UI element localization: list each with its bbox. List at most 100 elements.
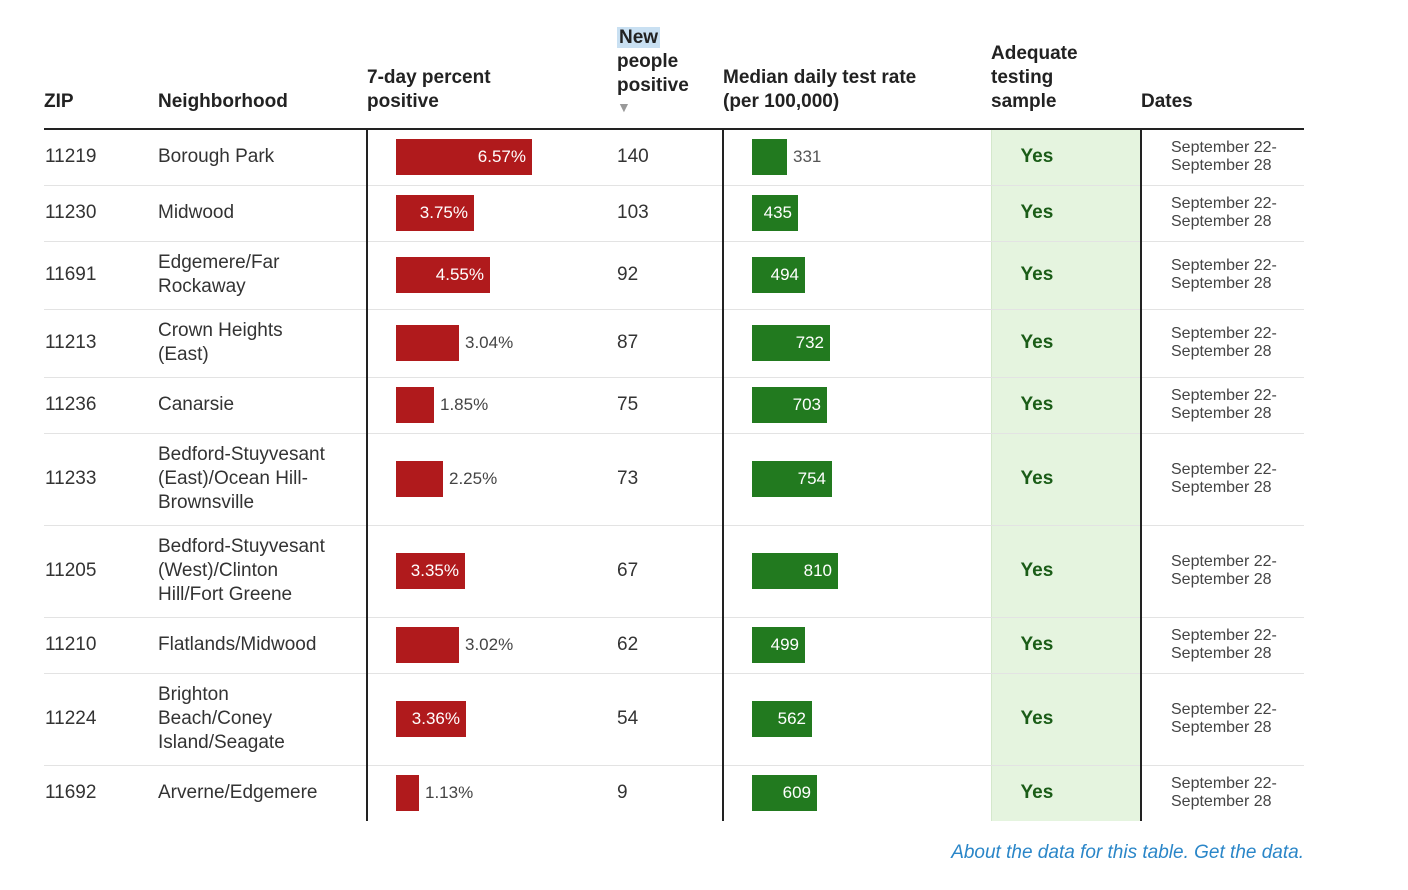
neighborhood-cell: Arverne/Edgemere <box>158 765 367 821</box>
adequate-sample-cell: Yes <box>990 433 1142 526</box>
new-positive-cell: 92 <box>617 241 723 310</box>
date-range-start: September 22- <box>1171 195 1277 212</box>
new-positive-cell: 54 <box>617 673 723 766</box>
sort-descending-icon[interactable]: ▼ <box>617 99 631 115</box>
percent-positive-label: 2.25% <box>449 469 498 488</box>
date-range-start: September 22- <box>1171 387 1277 404</box>
test-rate-cell: 499 <box>722 617 991 674</box>
test-rate-label: 703 <box>792 395 821 414</box>
header-adequate-sample[interactable]: Adequate testing sample <box>991 26 1141 130</box>
about-data-link[interactable]: About the data for this table <box>951 842 1184 863</box>
test-rate-label: 732 <box>795 333 824 352</box>
adequate-sample-cell: Yes <box>990 309 1142 378</box>
neighborhood-line: Canarsie <box>158 394 235 415</box>
percent-positive-label: 3.36% <box>411 709 460 728</box>
header-neighborhood[interactable]: Neighborhood <box>158 26 367 130</box>
dates-cell: September 22- September 28 <box>1141 377 1304 434</box>
test-rate-label: 754 <box>797 469 826 488</box>
test-rate-cell: 435 <box>722 185 991 242</box>
table-footer: About the data for this table. Get the d… <box>951 842 1304 863</box>
dates-cell: September 22- September 28 <box>1141 185 1304 242</box>
percent-positive-cell: 3.02% <box>366 617 617 674</box>
adequate-sample-cell: Yes <box>990 241 1142 310</box>
new-positive-cell: 62 <box>617 617 723 674</box>
table-row: 11236 Canarsie 1.85% 75 703 Yes September 22- S… <box>44 377 1304 434</box>
test-rate-label: 331 <box>793 147 822 167</box>
test-rate-label: 435 <box>763 203 792 222</box>
test-rate-cell: 703 <box>722 377 991 434</box>
table-header-row: ZIP Neighborhood 7-day percent positive N… <box>44 26 1304 130</box>
neighborhood-line: Rockaway <box>158 276 246 297</box>
header-new-people-positive[interactable]: New people positive ▼ <box>617 26 723 130</box>
percent-positive-label: 3.75% <box>419 203 468 222</box>
new-positive-cell: 73 <box>617 433 723 526</box>
percent-positive-label: 3.35% <box>410 561 459 580</box>
test-rate-bar: 494 <box>752 257 805 293</box>
test-rate-bar: 435 <box>752 195 798 231</box>
percent-positive-bar: 3.36% <box>396 701 466 737</box>
test-rate-cell: 494 <box>722 241 991 310</box>
zip-cell: 11691 <box>44 241 158 310</box>
header-percent-positive[interactable]: 7-day percent positive <box>367 26 617 130</box>
covid-zip-table: ZIP Neighborhood 7-day percent positive N… <box>44 26 1304 821</box>
percent-positive-cell: 3.35% <box>366 525 617 618</box>
percent-positive-label: 3.04% <box>465 333 514 352</box>
zip-cell: 11205 <box>44 525 158 618</box>
zip-cell: 11230 <box>44 185 158 242</box>
neighborhood-line: Arverne/Edgemere <box>158 782 318 804</box>
percent-positive-cell: 4.55% <box>366 241 617 310</box>
percent-positive-label: 4.55% <box>435 265 484 284</box>
neighborhood-line: (East)/Ocean Hill- <box>158 468 308 489</box>
test-rate-label: 609 <box>782 783 811 803</box>
percent-positive-bar: 3.75% <box>396 195 474 231</box>
date-range-start: September 22- <box>1171 257 1277 274</box>
test-rate-label: 499 <box>770 635 799 654</box>
table-row: 11224 Brighton Beach/Coney Island/Seagate 3.… <box>44 673 1304 766</box>
neighborhood-line: Flatlands/Midwood <box>158 634 317 655</box>
test-rate-bar: 562 <box>752 701 812 737</box>
dates-cell: September 22- September 28 <box>1141 129 1304 186</box>
neighborhood-cell: Flatlands/Midwood <box>158 617 367 674</box>
percent-positive-label: 3.02% <box>465 635 514 654</box>
dates-cell: September 22- September 28 <box>1141 433 1304 526</box>
dates-cell: September 22- September 28 <box>1141 525 1304 618</box>
neighborhood-line: Bedford-Stuyvesant <box>158 536 325 557</box>
percent-positive-cell: 1.13% <box>366 765 617 821</box>
test-rate-bar: 810 <box>752 553 838 589</box>
neighborhood-cell: Crown Heights (East) <box>158 309 367 378</box>
percent-positive-label: 1.85% <box>440 395 489 414</box>
new-positive-cell: 67 <box>617 525 723 618</box>
neighborhood-line: Crown Heights <box>158 320 283 341</box>
table-row: 11219 Borough Park 6.57% 140 331 Yes September… <box>44 129 1304 186</box>
header-dates[interactable]: Dates <box>1141 26 1304 130</box>
date-range-end: September 28 <box>1171 645 1272 662</box>
neighborhood-line: Hill/Fort Greene <box>158 584 293 605</box>
dates-cell: September 22- September 28 <box>1141 617 1304 674</box>
date-range-end: September 28 <box>1171 213 1272 230</box>
dates-cell: September 22- September 28 <box>1141 673 1304 766</box>
date-range-end: September 28 <box>1171 479 1272 496</box>
zip-cell: 11692 <box>45 782 97 804</box>
percent-positive-label: 6.57% <box>477 147 526 167</box>
neighborhood-line: Beach/Coney <box>158 708 273 729</box>
date-range-start: September 22- <box>1171 553 1277 570</box>
percent-positive-cell: 1.85% <box>366 377 617 434</box>
header-zip[interactable]: ZIP <box>44 26 158 130</box>
dates-cell: September 22- September 28 <box>1141 765 1304 821</box>
date-range-start: September 22- <box>1171 139 1277 157</box>
neighborhood-line: Midwood <box>158 202 235 223</box>
date-range-end: September 28 <box>1171 405 1272 422</box>
date-range-start: September 22- <box>1171 775 1277 793</box>
neighborhood-cell: Brighton Beach/Coney Island/Seagate <box>158 673 367 766</box>
dates-cell: September 22- September 28 <box>1141 309 1304 378</box>
covid-table-container: ZIP Neighborhood 7-day percent positive N… <box>44 26 1304 821</box>
date-range-start: September 22- <box>1171 461 1277 478</box>
get-data-link[interactable]: Get the data <box>1194 842 1299 863</box>
adequate-sample-cell: Yes <box>990 185 1142 242</box>
percent-positive-cell: 3.36% <box>366 673 617 766</box>
adequate-sample-cell: Yes <box>990 765 1142 821</box>
test-rate-bar: 732 <box>752 325 830 361</box>
header-test-rate[interactable]: Median daily test rate (per 100,000) <box>723 26 991 130</box>
table-row: 11213 Crown Heights (East) 3.04% 87 732 Yes Sep… <box>44 309 1304 378</box>
percent-positive-bar: 4.55% <box>396 257 490 293</box>
